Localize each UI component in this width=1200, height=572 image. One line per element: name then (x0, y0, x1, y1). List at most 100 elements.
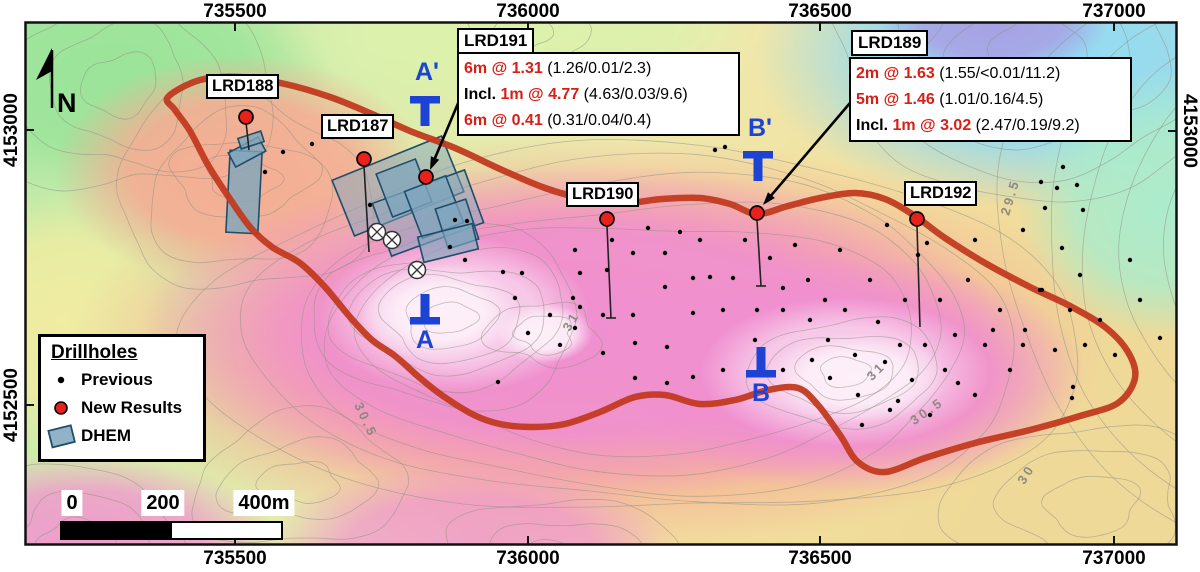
legend-item-previous: Previous (41, 366, 203, 394)
previous-drillhole-dot (927, 412, 933, 418)
previous-drillhole-dot (632, 340, 638, 346)
previous-drillhole-dot (712, 147, 718, 153)
previous-drillhole-dot (867, 277, 873, 283)
previous-drillhole-dot (1039, 287, 1045, 293)
callout-title-LRD189: LRD189 (851, 30, 929, 56)
previous-drillhole-dot (955, 380, 961, 386)
previous-drillhole-dot (1112, 352, 1118, 358)
previous-drillhole-dot (780, 285, 786, 291)
previous-drillhole-dot (752, 337, 758, 343)
scale-bar-track (60, 521, 283, 540)
previous-drillhole-dot (809, 357, 815, 363)
previous-drillhole-dot (570, 295, 576, 301)
previous-drillhole-dot (952, 332, 958, 338)
previous-drillhole-dot (754, 307, 760, 313)
previous-drillhole-dot (827, 375, 833, 381)
section-letter-A: A (416, 326, 435, 354)
previous-drillhole-dot (1022, 327, 1028, 333)
legend-title: Drillholes (51, 342, 138, 363)
assay-line: Incl. 1m @ 4.77 (4.63/0.03/9.6) (464, 86, 688, 103)
axis-label-top: 735500 (203, 1, 267, 22)
previous-drillhole-dot (915, 252, 921, 258)
drill-trace (916, 225, 921, 328)
previous-drillhole-dot (805, 277, 811, 283)
axis-label-top: 736000 (496, 1, 560, 22)
callout-arrows (430, 100, 851, 205)
previous-drillhole-dot (807, 317, 813, 323)
previous-drillhole-dot (997, 307, 1003, 313)
previous-drillhole-dot (1020, 342, 1026, 348)
previous-drillhole-dot (707, 274, 713, 280)
previous-drillhole-dot (664, 380, 670, 386)
previous-drillhole-dot (452, 217, 458, 223)
axis-label-left: 4152500 (1, 368, 22, 442)
previous-drillhole-dot (852, 352, 858, 358)
hole-label-LRD187: LRD187 (321, 114, 395, 139)
previous-drillhole-dot (972, 392, 978, 398)
previous-drillhole-dot (577, 270, 583, 276)
section-marker-A-prime (410, 96, 440, 104)
previous-drillhole-dot (609, 237, 615, 243)
previous-drillhole-dot (842, 307, 848, 313)
axis-label-left: 4153000 (1, 93, 22, 167)
drill-trace (606, 225, 612, 319)
previous-drillhole-dot (632, 375, 638, 381)
legend-item-label: Previous (81, 370, 153, 389)
previous-drillhole-dot (730, 275, 736, 281)
previous-drillhole-dot (882, 359, 888, 365)
previous-drillhole-dot (1007, 367, 1013, 373)
scale-label: 0 (61, 490, 83, 516)
previous-drillhole-dot (645, 225, 651, 231)
previous-drillhole-dot (525, 330, 531, 336)
previous-drillhole-dot (1052, 347, 1058, 353)
callout-title-LRD191: LRD191 (457, 28, 535, 54)
drillhole-traces (245, 121, 921, 328)
previous-drillhole-dot (262, 169, 268, 175)
hole-label-LRD192: LRD192 (904, 181, 978, 206)
callout-body-LRD191: 6m @ 1.31 (1.26/0.01/2.3) Incl. 1m @ 4.77… (457, 52, 740, 136)
assay-line: Incl. 1m @ 3.02 (2.47/0.19/9.2) (856, 117, 1080, 134)
assay-line: 2m @ 1.63 (1.55/<0.01/11.2) (856, 65, 1061, 82)
legend-item-new_results: New Results (41, 394, 203, 422)
section-marker-B-prime (743, 151, 773, 159)
assay-line: 6m @ 1.31 (1.26/0.01/2.3) (464, 60, 652, 77)
previous-drillhole-dot (1070, 384, 1076, 390)
section-letter-A-prime: A' (415, 58, 439, 86)
previous-drillhole-dot (855, 392, 861, 398)
previous-drillhole-dot (464, 218, 470, 224)
previous-drillhole-dot (780, 307, 786, 313)
previous-drillhole-dot (1054, 185, 1060, 191)
previous-drillhole-dot (742, 237, 748, 243)
previous-drillhole-dot (1082, 342, 1088, 348)
scale-label: 200 (141, 490, 185, 516)
north-label: N (57, 88, 77, 118)
assay-line: 6m @ 0.41 (0.31/0.04/0.4) (464, 112, 652, 129)
axis-label-bottom: 736500 (788, 548, 852, 569)
drill-trace (363, 165, 370, 253)
previous-drillhole-dot (662, 250, 668, 256)
map-frame (24, 21, 1178, 546)
previous-drillhole-dot (572, 247, 578, 253)
previous-drillhole-dot (720, 367, 726, 373)
legend-item-label: New Results (81, 398, 183, 417)
previous-drillhole-dot (1060, 164, 1066, 170)
dhem-marker-icon (41, 423, 81, 449)
previous-drillhole-dot (697, 237, 703, 243)
drill-trace (756, 219, 762, 287)
axis-label-bottom: 736000 (496, 548, 560, 569)
new_results-marker-icon (41, 399, 81, 417)
axis-label-right: 4153000 (1179, 94, 1200, 168)
section-marker-A (420, 294, 430, 318)
assay-line: 5m @ 1.46 (1.01/0.16/4.5) (856, 91, 1044, 108)
previous-drillhole-dot (462, 257, 468, 263)
previous-drillhole-dot (1157, 335, 1163, 341)
previous-drillhole-dot (767, 255, 773, 261)
previous-drillhole-dot (1069, 395, 1075, 401)
previous-drillhole-dot (447, 244, 453, 250)
dhem-plate (236, 130, 266, 150)
previous-drillhole-dot (512, 295, 518, 301)
previous-drillhole-dot (1067, 307, 1073, 313)
previous-drillhole-dot (1137, 297, 1143, 303)
previous-drillhole-dot (937, 297, 943, 303)
previous-drillhole-dot (1042, 205, 1048, 211)
